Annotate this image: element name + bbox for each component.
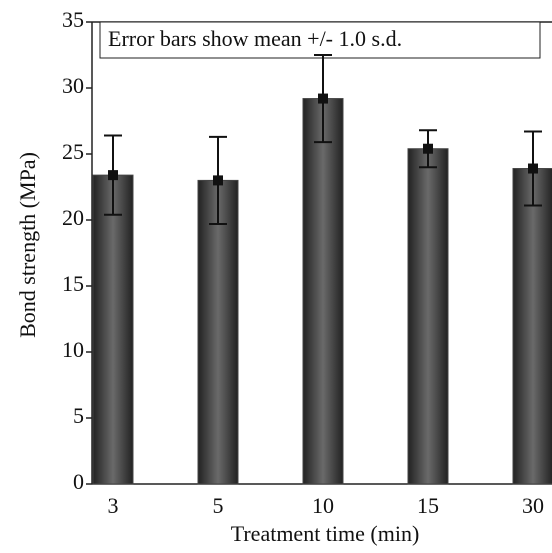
y-tick-label: 20 [62,205,84,230]
annotation-box [99,21,541,59]
y-tick-label: 0 [73,469,84,494]
y-tick-label: 10 [62,337,84,362]
bar [407,148,449,485]
bar [302,98,344,485]
x-axis-label: Treatment time (min) [231,521,420,546]
mean-marker [213,175,223,186]
bar [512,168,552,485]
x-tick-label: 5 [213,493,224,518]
y-tick-label: 25 [62,139,84,164]
mean-marker [423,143,433,154]
y-tick-label: 5 [73,403,84,428]
bar [197,179,239,485]
bar [92,174,134,485]
y-tick-label: 35 [62,7,84,32]
x-tick-label: 3 [108,493,119,518]
mean-marker [108,170,118,181]
x-tick-label: 30 [522,493,544,518]
annotation: Error bars show mean +/- 1.0 s.d. [108,26,402,51]
y-tick-label: 15 [62,271,84,296]
mean-marker [528,163,538,174]
x-tick-label: 15 [417,493,439,518]
y-axis-label: Bond strength (MPa) [15,152,40,338]
x-tick-label: 10 [312,493,334,518]
y-tick-label: 30 [62,73,84,98]
mean-marker [318,93,328,104]
